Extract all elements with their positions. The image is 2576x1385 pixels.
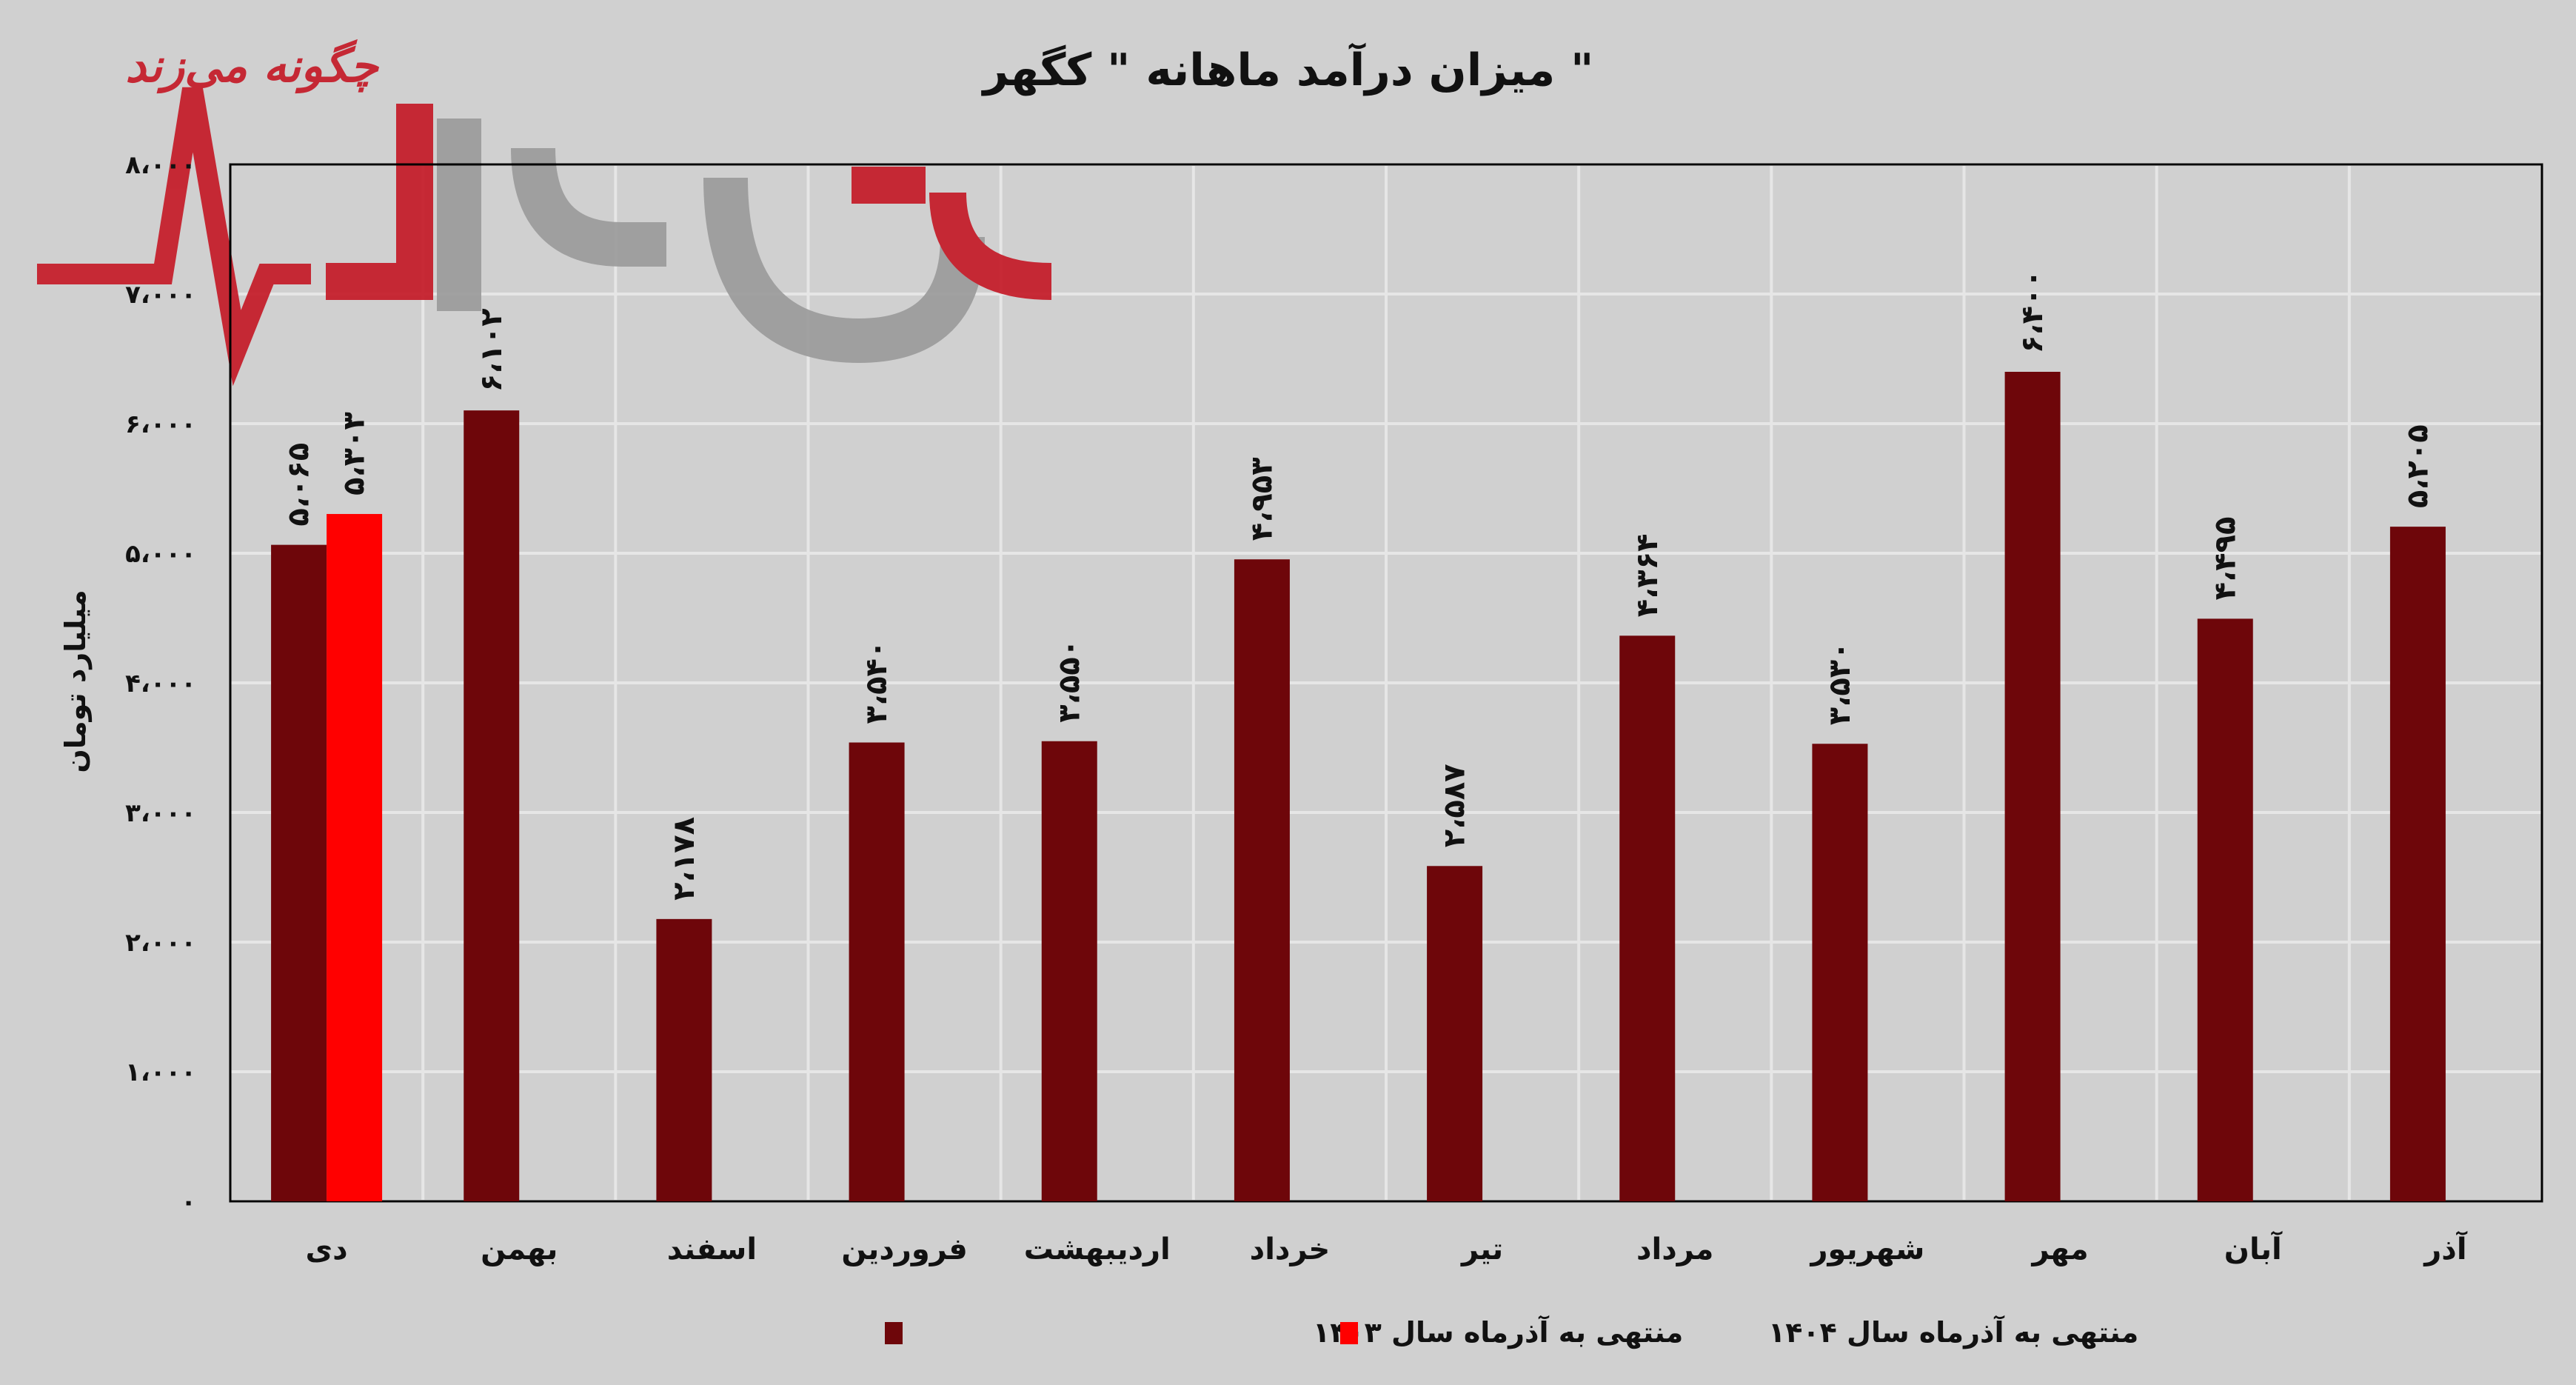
data-label: ۴،۴۹۵ [2208,517,2242,601]
x-tick-label: مهر [2031,1232,2089,1266]
data-label: ۶،۴۰۰ [2015,270,2050,353]
logo-gray-shape [437,119,985,364]
data-label: ۲،۵۸۷ [1438,764,1472,847]
bar [656,918,712,1201]
legend-swatch [885,1322,903,1344]
plot-border [229,163,2543,1203]
data-label: ۴،۹۵۳ [1245,457,1279,541]
x-tick-label: تیر [1460,1232,1503,1266]
data-label: ۲،۱۷۸ [667,817,701,901]
x-tick-label: مرداد [1636,1232,1713,1266]
y-tick-label: ۸،۰۰۰ [125,150,196,180]
x-tick-label: فروردین [841,1232,968,1266]
x-tick-label: دی [305,1232,347,1266]
x-tick-label: شهریور [1810,1232,1925,1266]
bar [1812,744,1868,1201]
bar [1041,741,1097,1201]
legend-label: منتهی به آذرماه سال ۱۴۰۴ [1768,1315,2138,1349]
y-tick-label: ۲،۰۰۰ [125,928,196,958]
bar [849,742,905,1201]
y-tick-label: ۱،۰۰۰ [125,1058,196,1087]
bar [327,513,383,1201]
x-tick-label: آبان [2224,1230,2283,1266]
bars [271,372,2446,1201]
logo-tagline: چگونه می‌زند [125,39,379,94]
y-tick-label: ۰ [181,1187,196,1217]
data-label: ۳،۵۵۰ [1052,639,1086,723]
logo-red-shape [326,104,1052,300]
data-label: ۵،۳۰۳ [338,412,372,495]
data-label: ۳،۵۴۰ [860,641,894,724]
data-labels: ۵،۰۶۵ ۶،۱۰۲ ۲،۱۷۸ ۳،۵۴۰ ۳،۵۵۰ ۴،۹۵۳ ۲،۵۸۷ ۴،۳۶۴… [282,270,2435,901]
x-tick-label: آذر [2423,1230,2468,1266]
bar [271,544,327,1201]
data-label: ۴،۳۶۴ [1630,533,1665,617]
data-label: ۵،۲۰۵ [2401,424,2435,508]
bar [2197,618,2253,1201]
bar [1619,635,1676,1201]
bar [1234,559,1290,1201]
legend-label: منتهی به آذرماه سال ۱۴۰۳ [1313,1315,1683,1349]
chart-title: میزان درآمد ماهانه " کگهر " [981,42,1594,96]
legend: منتهی به آذرماه سال ۱۴۰۳ منتهی به آذرماه … [885,1315,2138,1349]
gridlines [230,163,2542,1203]
axes: ۰ ۱،۰۰۰ ۲،۰۰۰ ۳،۰۰۰ ۴،۰۰۰ ۵،۰۰۰ ۶،۰۰۰ ۷،۰۰۰ ۸،۰۰… [125,150,2543,1266]
y-tick-label: ۵،۰۰۰ [125,539,196,569]
bar [2389,527,2446,1201]
x-tick-label: خرداد [1250,1232,1330,1266]
bar [464,410,520,1201]
logo-heartbeat-line [37,87,311,387]
y-tick-label: ۳،۰۰۰ [125,798,196,828]
x-tick-label: اسفند [667,1232,757,1266]
x-tick-label: بهمن [481,1232,558,1266]
y-tick-label: ۴،۰۰۰ [125,669,196,698]
data-label: ۳،۵۳۰ [1823,641,1857,725]
y-tick-label: ۶،۰۰۰ [125,410,196,439]
data-label: ۶،۱۰۲ [475,308,509,392]
y-axis-title: میلیارد تومان [59,590,92,772]
y-tick-label: ۷،۰۰۰ [125,280,196,310]
data-label: ۵،۰۶۵ [282,443,316,527]
bar [2004,372,2061,1201]
watermark-logo: چگونه می‌زند [37,39,1052,387]
legend-swatch [1340,1322,1358,1344]
x-tick-label: اردیبهشت [1024,1232,1171,1266]
bar [1427,866,1483,1201]
